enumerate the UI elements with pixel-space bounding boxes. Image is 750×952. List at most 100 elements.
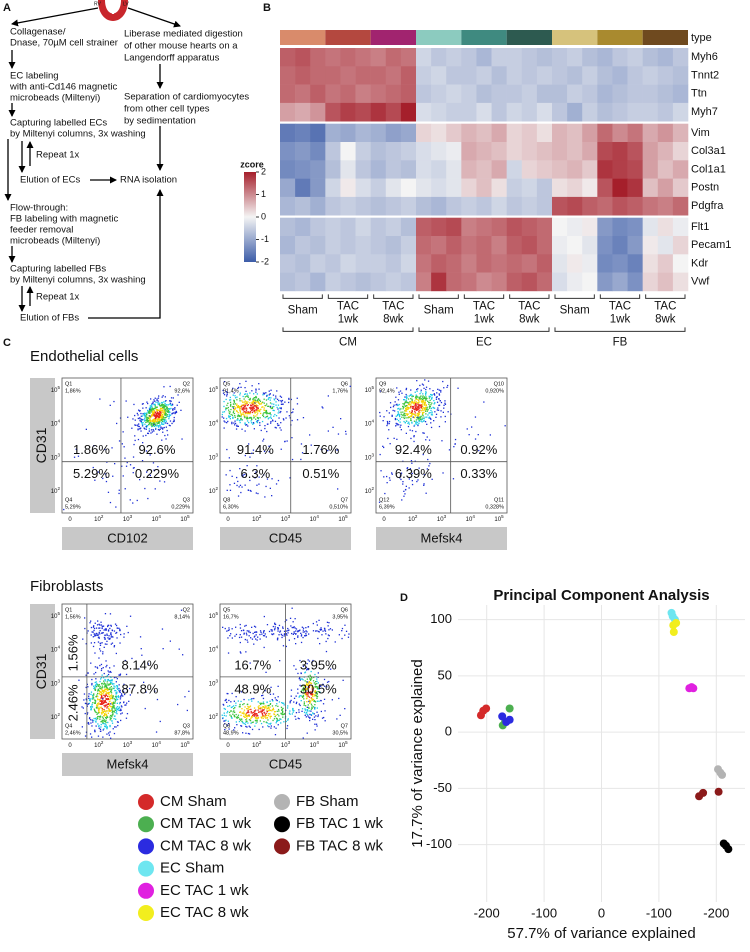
- event-dot: [258, 383, 260, 385]
- event-dot: [236, 406, 239, 408]
- event-dot: [164, 417, 167, 419]
- event-dot: [241, 721, 244, 723]
- heatmap-cell: [642, 123, 659, 143]
- event-dot: [96, 634, 98, 637]
- event-dot: [186, 709, 188, 712]
- event-dot: [251, 407, 253, 409]
- heatmap-cell: [672, 178, 689, 198]
- event-dot: [113, 705, 115, 707]
- event-dot: [95, 678, 97, 680]
- event-dot: [123, 446, 125, 448]
- event-dot: [289, 417, 291, 419]
- event-dot: [318, 631, 320, 633]
- heatmap-cell: [597, 254, 613, 273]
- event-dot: [235, 626, 237, 628]
- event-dot: [250, 420, 252, 422]
- event-dot: [109, 695, 112, 697]
- heatmap-cell: [536, 160, 553, 179]
- event-dot: [307, 668, 309, 670]
- event-dot: [145, 416, 148, 418]
- heatmap-cell: [567, 123, 583, 143]
- event-dot: [409, 412, 411, 414]
- event-dot: [154, 417, 156, 420]
- event-dot: [120, 713, 122, 715]
- event-dot: [95, 684, 97, 686]
- event-dot: [83, 699, 85, 701]
- event-dot: [86, 705, 88, 707]
- event-dot: [105, 719, 107, 721]
- event-dot: [151, 406, 153, 408]
- event-dot: [102, 677, 105, 679]
- quadrant-id: Q8: [223, 497, 230, 503]
- heatmap-cell: [657, 236, 674, 255]
- event-dot: [437, 388, 439, 390]
- event-dot: [227, 720, 229, 722]
- event-dot: [399, 390, 402, 392]
- event-dot: [100, 663, 103, 666]
- event-dot: [109, 667, 111, 669]
- event-dot: [314, 723, 316, 725]
- event-dot: [143, 681, 145, 683]
- event-dot: [388, 429, 390, 431]
- event-dot: [327, 449, 329, 452]
- event-dot: [411, 483, 414, 486]
- event-dot: [387, 422, 389, 424]
- event-dot: [425, 388, 427, 391]
- quadrant-percent: 1.76%: [302, 442, 339, 457]
- event-dot: [235, 721, 237, 723]
- event-dot: [227, 402, 229, 404]
- event-dot: [97, 699, 99, 701]
- event-dot: [240, 415, 242, 417]
- event-dot: [400, 473, 402, 475]
- heatmap-cell: [612, 160, 628, 179]
- event-dot: [423, 419, 425, 422]
- event-dot: [404, 401, 407, 403]
- event-dot: [429, 401, 431, 404]
- event-dot: [236, 396, 238, 398]
- quadrant-percent: 0.51%: [302, 466, 339, 481]
- event-dot: [392, 406, 395, 408]
- heatmap-cell: [672, 142, 689, 161]
- heatmap-cell: [536, 178, 553, 198]
- event-dot: [103, 720, 105, 723]
- event-dot: [165, 420, 167, 422]
- event-dot: [244, 422, 246, 424]
- event-dot: [263, 438, 265, 440]
- heatmap-cell: [355, 102, 371, 122]
- event-dot: [310, 697, 313, 699]
- event-dot: [114, 726, 116, 728]
- heatmap-cell: [506, 217, 523, 237]
- event-dot: [417, 398, 419, 401]
- event-dot: [348, 633, 350, 635]
- event-dot: [237, 417, 239, 420]
- event-dot: [260, 408, 262, 410]
- event-dot: [108, 708, 110, 710]
- event-dot: [99, 693, 102, 696]
- event-dot: [420, 418, 423, 420]
- event-dot: [239, 398, 241, 400]
- heatmap-cell: [416, 102, 432, 122]
- event-dot: [314, 708, 316, 710]
- heatmap-cell: [491, 66, 507, 85]
- event-dot: [160, 417, 162, 419]
- event-dot: [110, 694, 113, 696]
- event-dot: [332, 426, 334, 428]
- heatmap-cell: [295, 196, 311, 216]
- heatmap-cell: [280, 217, 296, 237]
- x-tick-label: 102: [408, 514, 418, 522]
- event-dot: [252, 402, 254, 404]
- event-dot: [249, 489, 251, 492]
- event-dot: [251, 712, 254, 714]
- condition-bracket: [463, 294, 505, 299]
- event-dot: [308, 696, 311, 698]
- quadrant-id: Q10: [494, 381, 504, 387]
- event-dot: [90, 707, 92, 710]
- event-dot: [262, 440, 264, 442]
- event-dot: [146, 471, 148, 473]
- event-dot: [416, 409, 419, 411]
- quadrant-percent: 16.7%: [234, 657, 271, 672]
- event-dot: [329, 628, 332, 630]
- event-dot: [102, 722, 104, 725]
- legend-label: EC TAC 1 wk: [160, 882, 249, 899]
- event-dot: [282, 710, 284, 712]
